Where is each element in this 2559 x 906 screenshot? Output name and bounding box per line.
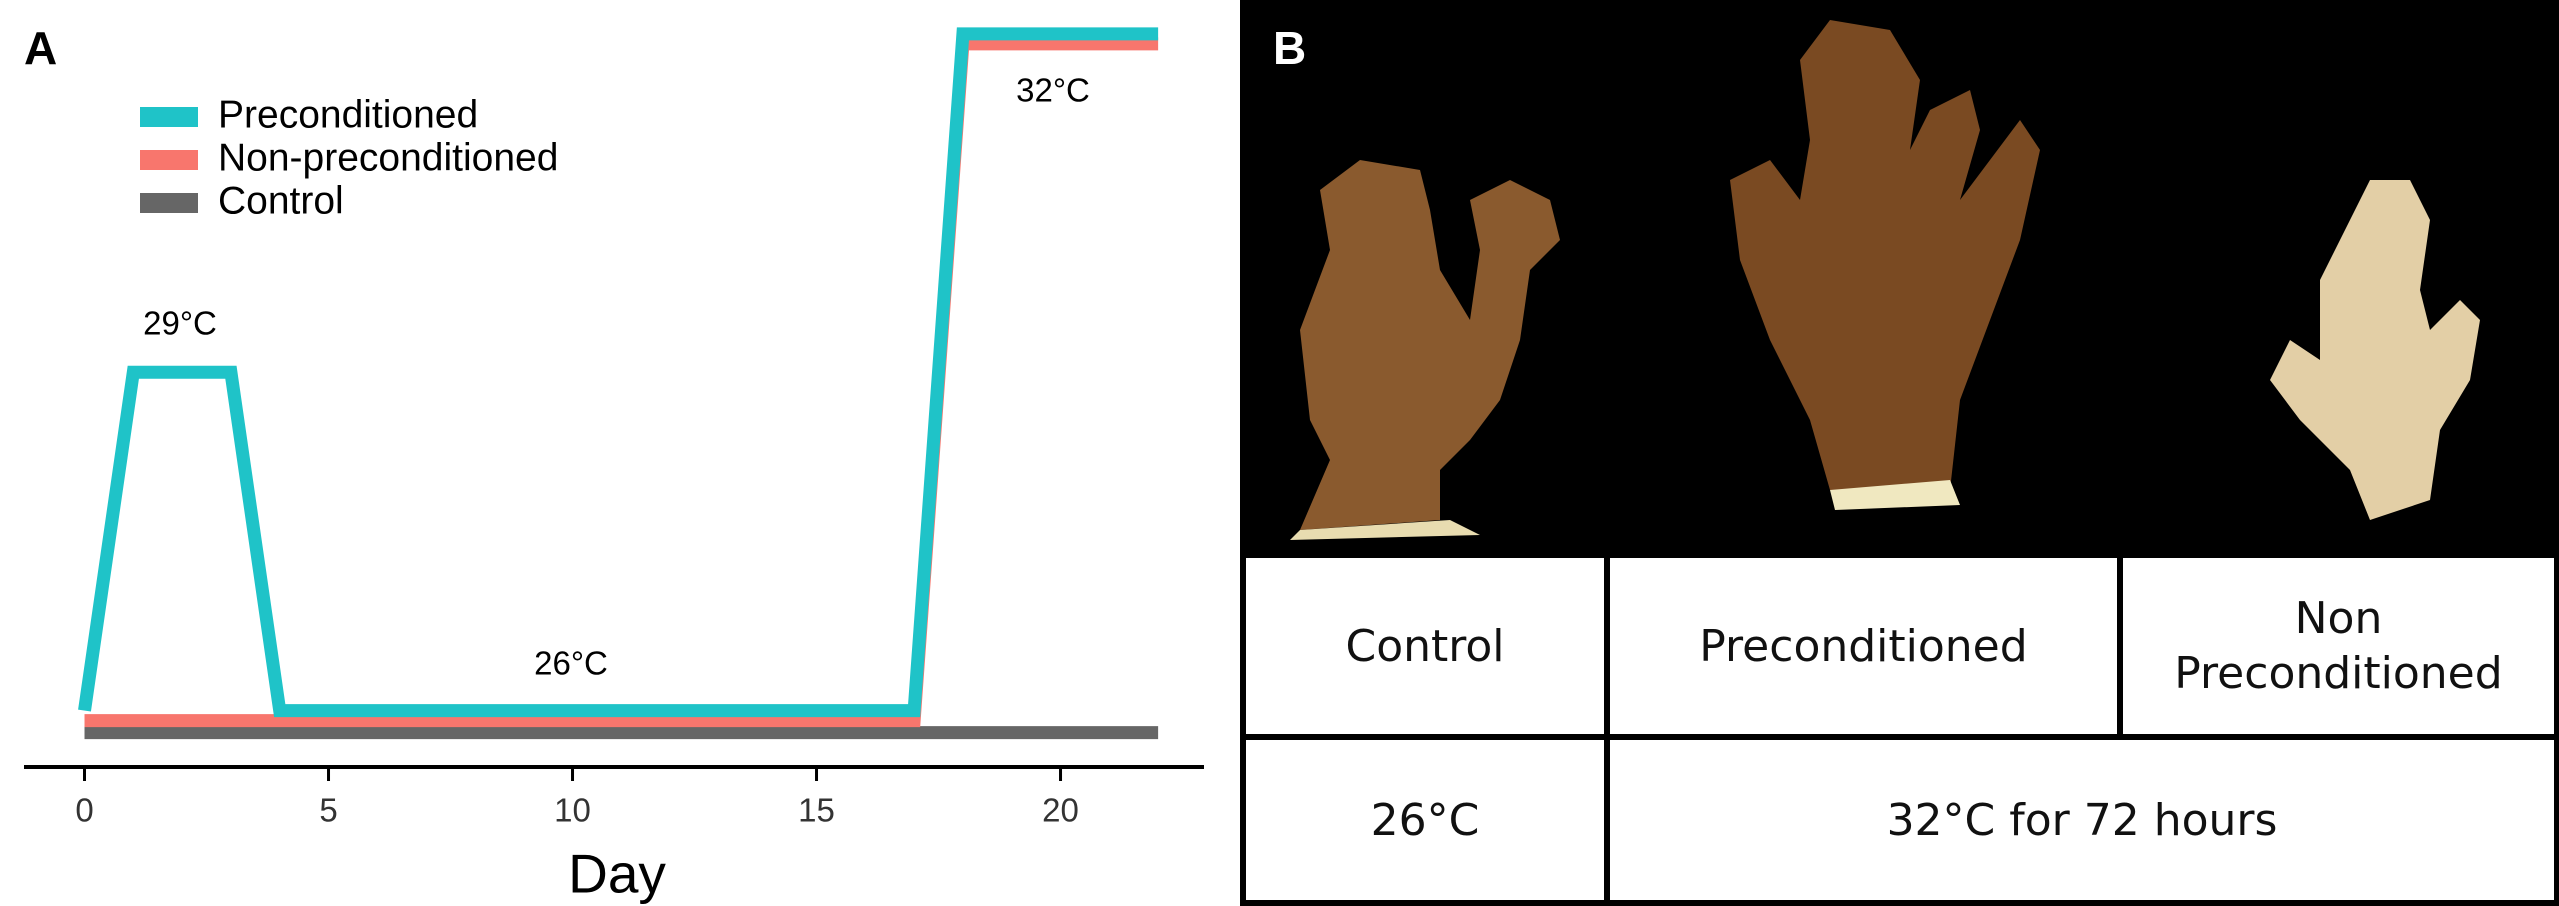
x-tick-label: 0 [75, 792, 93, 829]
x-tick-label: 5 [319, 792, 337, 829]
annotation: 32°C [1016, 72, 1090, 109]
x-tick-label: 10 [554, 792, 591, 829]
coral-control [1290, 160, 1560, 540]
table-cell: Preconditioned [1604, 552, 2123, 740]
series-line [78, 27, 1159, 718]
x-axis-label: Day [568, 843, 666, 905]
table-cell: 26°C [1240, 734, 1610, 906]
table-cell: 32°C for 72 hours [1604, 734, 2559, 906]
legend-key [140, 107, 198, 127]
x-tick-label: 20 [1042, 792, 1079, 829]
panel-label: A [24, 22, 57, 74]
legend-label: Preconditioned [218, 93, 478, 136]
panel-label: B [1273, 22, 1306, 74]
table-cell: Non Preconditioned [2117, 552, 2559, 740]
legend-key [140, 150, 198, 170]
annotation: 26°C [534, 645, 608, 682]
legend-key [140, 193, 198, 213]
annotation: 29°C [143, 305, 217, 342]
legend-label: Non-preconditioned [218, 136, 558, 179]
coral-non-preconditioned [2270, 180, 2480, 520]
legend-label: Control [218, 179, 344, 222]
x-tick-label: 15 [798, 792, 835, 829]
coral-preconditioned [1730, 20, 2040, 510]
table-cell: Control [1240, 552, 1610, 740]
